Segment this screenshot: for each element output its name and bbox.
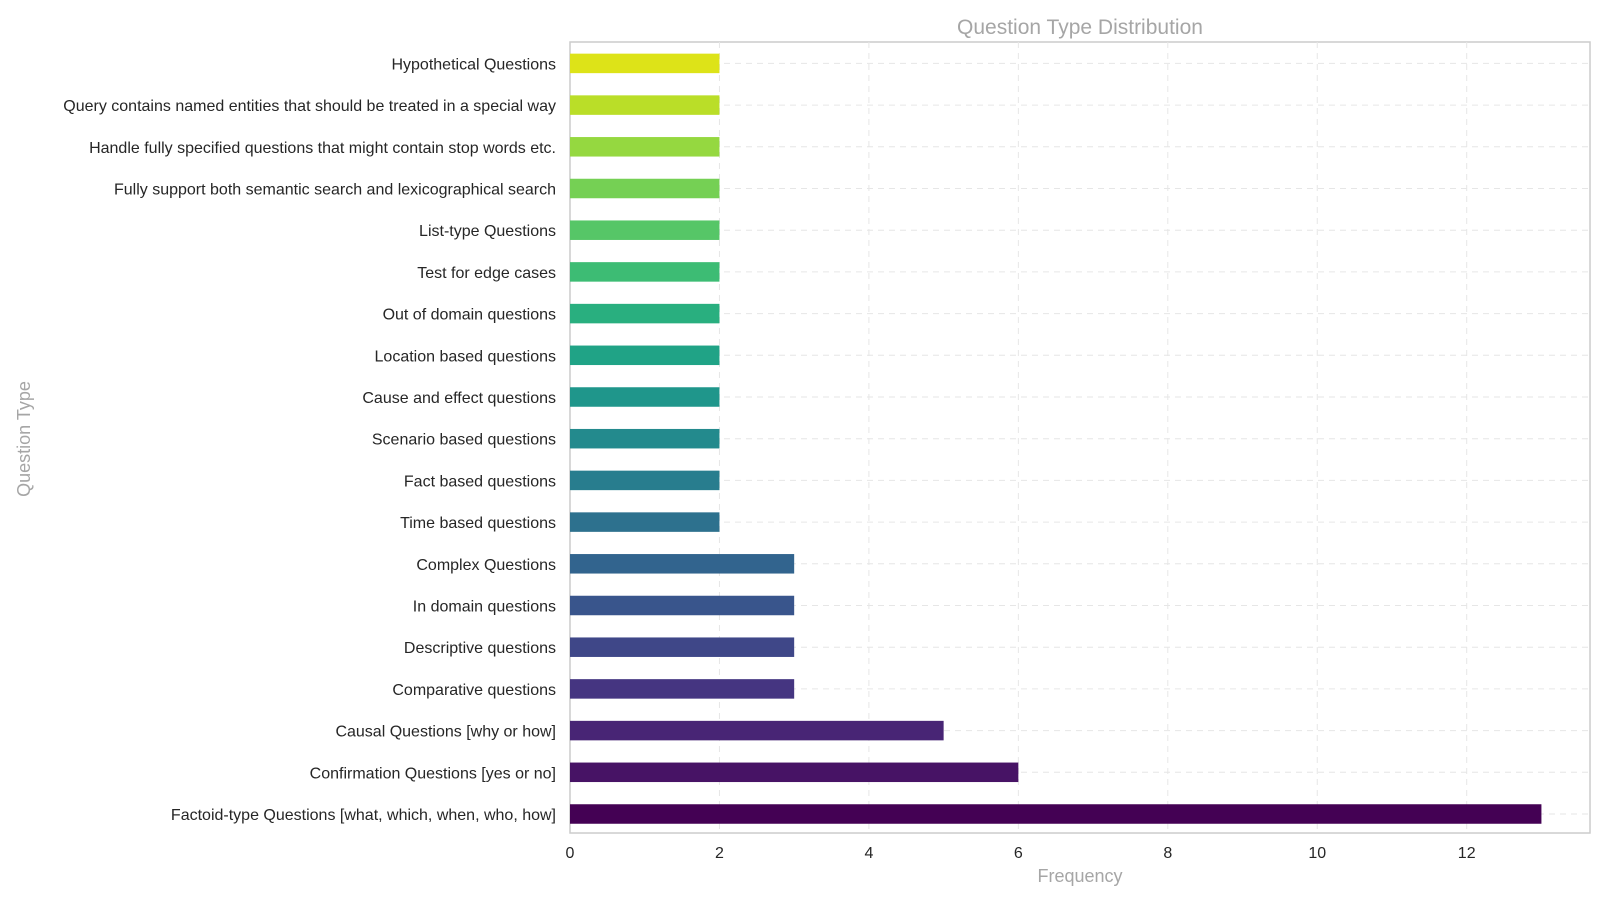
bar — [570, 721, 944, 741]
plot-area — [570, 42, 1590, 833]
bar — [570, 804, 1541, 824]
bar — [570, 179, 719, 199]
bar — [570, 346, 719, 366]
x-tick-label: 2 — [715, 845, 724, 862]
bar — [570, 387, 719, 407]
y-tick-label: Scenario based questions — [372, 432, 556, 449]
y-tick-label: Fully support both semantic search and l… — [114, 182, 556, 199]
y-tick-labels: Factoid-type Questions [what, which, whe… — [63, 56, 556, 824]
bar — [570, 596, 794, 616]
bar — [570, 262, 719, 282]
x-tick-label: 6 — [1014, 845, 1023, 862]
bar — [570, 220, 719, 240]
bar — [570, 512, 719, 532]
y-tick-label: Confirmation Questions [yes or no] — [310, 765, 556, 782]
x-tick-label: 0 — [566, 845, 575, 862]
bar — [570, 554, 794, 574]
y-tick-label: Query contains named entities that shoul… — [63, 98, 556, 115]
x-tick-label: 4 — [864, 845, 873, 862]
x-tick-label: 8 — [1163, 845, 1172, 862]
x-tick-label: 12 — [1458, 845, 1476, 862]
y-axis-label: Question Type — [14, 381, 34, 497]
x-tick-labels: 0 2 4 6 8 10 12 — [566, 845, 1476, 862]
bar — [570, 137, 719, 157]
y-tick-label: Factoid-type Questions [what, which, whe… — [171, 807, 556, 824]
bar — [570, 637, 794, 657]
y-tick-label: List-type Questions — [419, 223, 556, 240]
y-tick-label: In domain questions — [413, 599, 556, 616]
bar — [570, 429, 719, 449]
x-axis-label: Frequency — [1037, 866, 1122, 886]
bar — [570, 763, 1018, 783]
y-tick-label: Comparative questions — [392, 682, 556, 699]
y-tick-label: Descriptive questions — [404, 640, 556, 657]
y-tick-label: Location based questions — [375, 348, 556, 365]
y-tick-label: Cause and effect questions — [362, 390, 556, 407]
y-tick-label: Fact based questions — [404, 473, 556, 490]
y-tick-label: Handle fully specified questions that mi… — [89, 140, 556, 157]
y-tick-label: Complex Questions — [416, 557, 556, 574]
y-tick-label: Out of domain questions — [383, 307, 556, 324]
bar — [570, 679, 794, 699]
y-tick-label: Causal Questions [why or how] — [335, 724, 556, 741]
y-tick-label: Test for edge cases — [417, 265, 556, 282]
y-tick-label: Hypothetical Questions — [391, 56, 556, 73]
bar — [570, 471, 719, 491]
bar — [570, 95, 719, 115]
x-tick-label: 10 — [1308, 845, 1326, 862]
y-tick-label: Time based questions — [400, 515, 556, 532]
bar — [570, 54, 719, 74]
chart-title: Question Type Distribution — [957, 16, 1203, 39]
bar — [570, 304, 719, 324]
